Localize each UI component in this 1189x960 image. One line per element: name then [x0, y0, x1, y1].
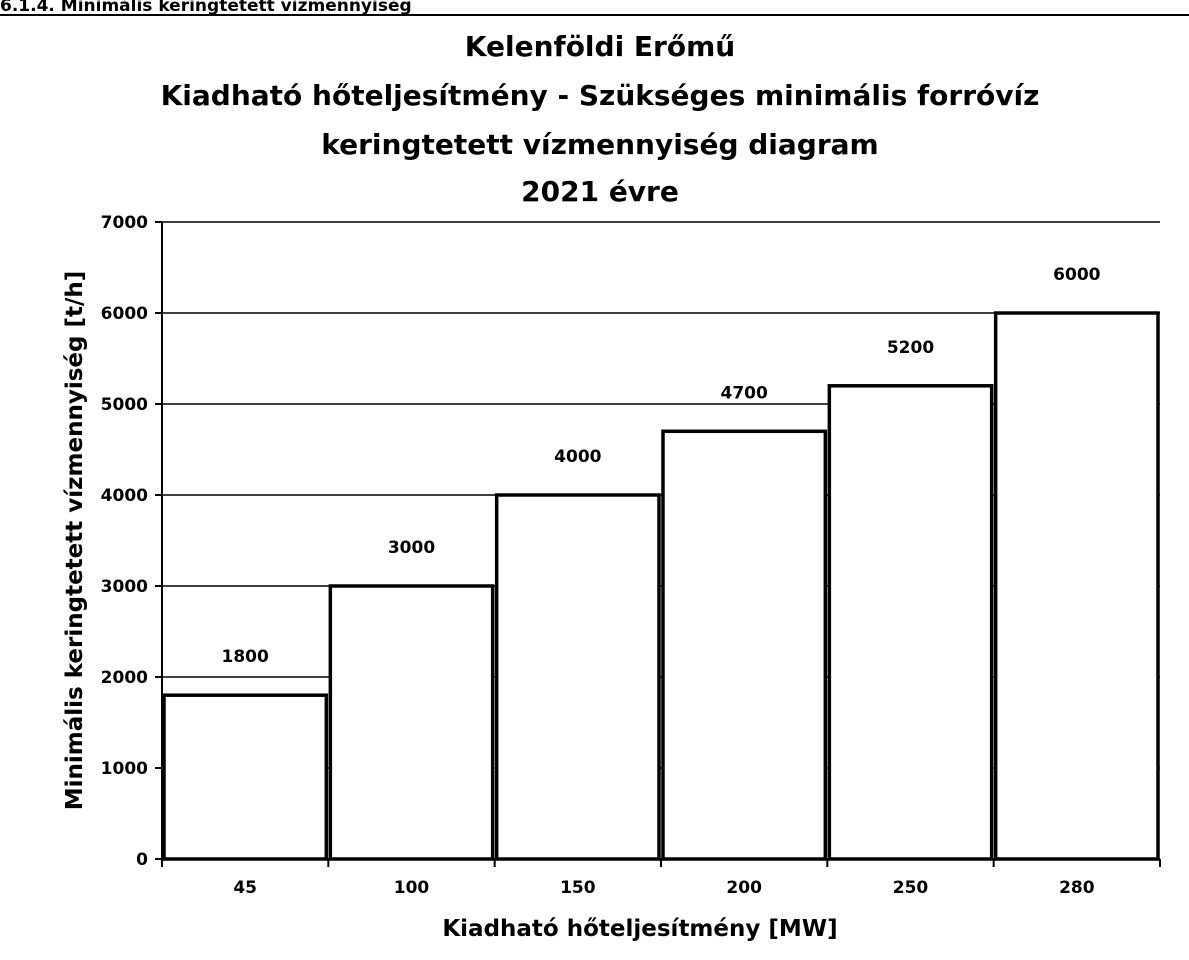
- y-tick-label-4000: 4000: [101, 486, 148, 506]
- data-label-45: 1800: [222, 647, 269, 667]
- y-tick-label-1000: 1000: [101, 759, 148, 779]
- data-label-280: 6000: [1053, 265, 1100, 285]
- data-label-200: 4700: [721, 383, 768, 403]
- bars: [162, 311, 1160, 861]
- y-tick-label-5000: 5000: [101, 395, 148, 415]
- x-tick-label-200: 200: [726, 878, 762, 898]
- gridlines: [162, 221, 1160, 769]
- data-labels: 1800 3000 4000 4700 5200 6000: [222, 265, 1101, 667]
- data-label-100: 3000: [388, 538, 435, 558]
- bar-150: [494, 493, 661, 861]
- section-divider: [0, 14, 1189, 16]
- x-tick-label-100: 100: [394, 878, 430, 898]
- x-tick-label-150: 150: [560, 878, 596, 898]
- chart-title-line-3: keringtetett vízmennyiség diagram: [321, 128, 878, 161]
- data-label-250: 5200: [887, 338, 934, 358]
- y-tick-label-3000: 3000: [101, 577, 148, 597]
- y-axis-label: Minimális keringtetett vízmennyiség [t/h…: [62, 271, 88, 811]
- bar-200: [661, 429, 828, 861]
- y-tick-label-2000: 2000: [101, 668, 148, 688]
- bar-250: [827, 384, 994, 861]
- chart-title: Kelenföldi Erőmű Kiadható hőteljesítmény …: [161, 30, 1040, 208]
- bar-100: [328, 584, 495, 861]
- x-tick-label-280: 280: [1059, 878, 1095, 898]
- x-tick-label-45: 45: [233, 878, 257, 898]
- x-tick-label-250: 250: [893, 878, 929, 898]
- data-label-150: 4000: [554, 447, 601, 467]
- section-heading: 6.1.4. Minimális keringtetett vízmennyis…: [0, 0, 412, 14]
- bar-280: [993, 311, 1160, 861]
- bar-45: [162, 693, 329, 861]
- y-tick-label-7000: 7000: [101, 213, 148, 233]
- tick-labels: 0 1000 2000 3000 4000 5000 6000 7000 45 100 150 200…: [101, 213, 1095, 898]
- y-tick-label-6000: 6000: [101, 304, 148, 324]
- chart-title-line-1: Kelenföldi Erőmű: [465, 30, 735, 63]
- y-tick-label-0: 0: [136, 850, 148, 870]
- x-axis-label: Kiadható hőteljesítmény [MW]: [442, 916, 837, 942]
- chart-title-line-2: Kiadható hőteljesítmény - Szükséges mini…: [161, 79, 1040, 112]
- axes: [155, 221, 1161, 867]
- chart-title-line-4: 2021 évre: [521, 175, 679, 208]
